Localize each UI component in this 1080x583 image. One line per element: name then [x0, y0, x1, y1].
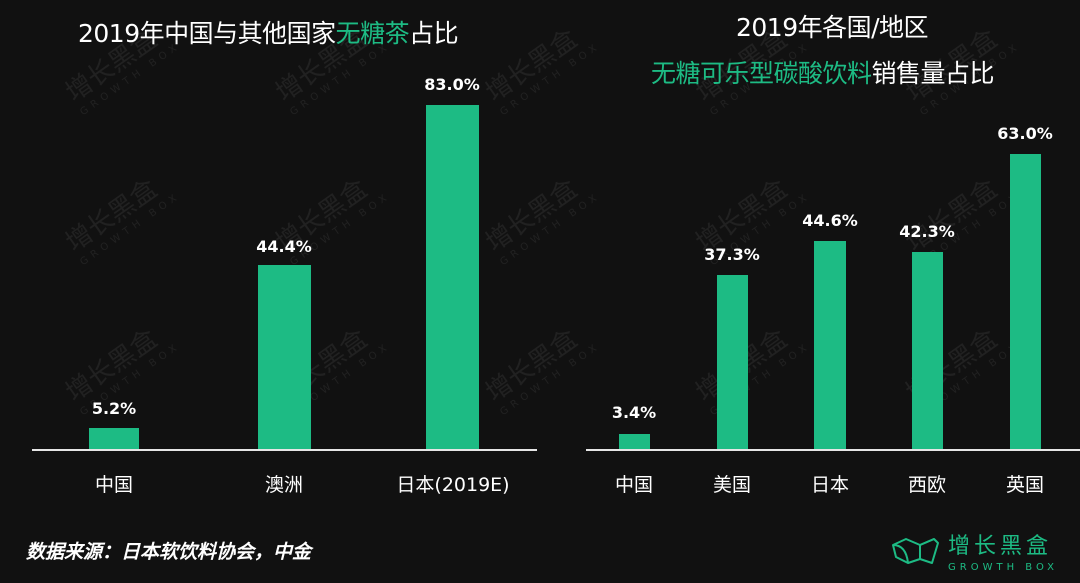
bar-value-label: 63.0% [997, 124, 1053, 143]
category-label: 日本 [810, 474, 849, 496]
bar-value-label: 44.6% [802, 211, 858, 230]
logo-chinese: 增长黑盒 [948, 534, 1053, 559]
logo-english: GROWTH BOX [948, 562, 1059, 573]
growth-box-icon [890, 535, 942, 567]
title-highlight: 无糖可乐型碳酸饮料 [651, 59, 872, 88]
bar-china-cola [619, 434, 650, 450]
title-text: 占比 [409, 19, 459, 48]
bar-usa-cola [717, 275, 748, 450]
right-x-axis [586, 449, 1080, 451]
right-chart-title-line2: 无糖可乐型碳酸饮料销售量占比 [651, 54, 995, 90]
data-source: 数据来源：日本软饮料协会，中金 [26, 541, 312, 563]
bar-uk-cola [1010, 154, 1041, 450]
bar-australia-tea [258, 265, 311, 450]
category-label: 西欧 [907, 474, 946, 496]
category-label: 日本(2019E) [396, 474, 510, 496]
category-label: 英国 [1005, 474, 1044, 496]
bar-japan-cola [814, 241, 846, 450]
left-chart-title: 2019年中国与其他国家无糖茶占比 [78, 14, 459, 50]
title-highlight: 无糖茶 [335, 19, 410, 48]
category-label: 中国 [94, 474, 133, 496]
bar-value-label: 44.4% [256, 237, 312, 256]
bar-japan-tea [426, 105, 479, 450]
bar-value-label: 3.4% [611, 403, 657, 422]
title-text: 2019年中国与其他国家 [78, 19, 336, 48]
title-text: 销售量占比 [871, 59, 995, 88]
bar-value-label: 5.2% [91, 399, 137, 418]
category-label: 澳洲 [264, 474, 303, 496]
bar-western-europe-cola [912, 252, 943, 450]
category-label: 中国 [614, 474, 653, 496]
brand-logo: 增长黑盒 GROWTH BOX [890, 528, 1058, 573]
left-x-axis [32, 449, 537, 451]
bar-value-label: 37.3% [704, 245, 760, 264]
bar-value-label: 42.3% [899, 222, 955, 241]
bar-china-tea [89, 428, 139, 450]
right-chart-title-line1: 2019年各国/地区 [736, 13, 929, 42]
category-label: 美国 [712, 474, 751, 496]
bar-value-label: 83.0% [424, 75, 480, 94]
